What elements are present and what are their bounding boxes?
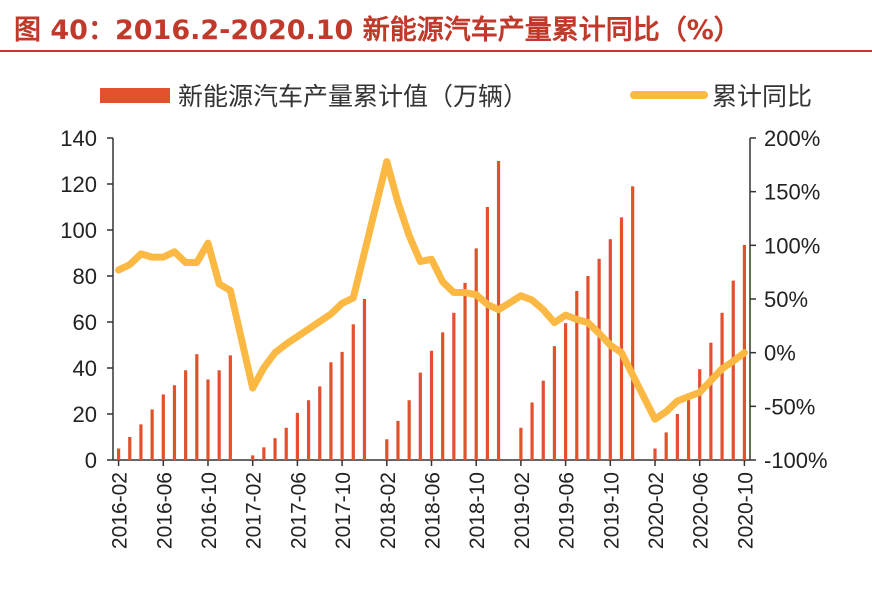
bar bbox=[385, 439, 389, 460]
x-tick-label: 2019-06 bbox=[556, 472, 579, 549]
bar bbox=[631, 186, 635, 461]
bar bbox=[664, 432, 668, 460]
right-tick-label: 200% bbox=[764, 126, 820, 151]
bar bbox=[139, 424, 143, 460]
bar bbox=[552, 346, 557, 460]
bar bbox=[318, 386, 322, 460]
x-tick-label: 2017-10 bbox=[332, 472, 355, 549]
bar bbox=[485, 207, 489, 460]
bar bbox=[698, 369, 702, 460]
bar bbox=[128, 437, 132, 460]
left-tick-label: 20 bbox=[73, 402, 97, 427]
left-tick-label: 0 bbox=[85, 448, 97, 473]
bar bbox=[597, 258, 601, 460]
bar bbox=[217, 370, 221, 460]
right-tick-label: 50% bbox=[764, 287, 808, 312]
x-tick-label: 2019-10 bbox=[600, 472, 623, 549]
bar bbox=[720, 312, 724, 460]
x-tick-label: 2016-02 bbox=[109, 472, 132, 549]
x-tick-label: 2020-02 bbox=[645, 472, 668, 549]
bar bbox=[172, 385, 177, 460]
chart-title: 图 40：2016.2-2020.10 新能源汽车产量累计同比（%） bbox=[14, 15, 741, 46]
bar bbox=[653, 448, 657, 460]
title-underline bbox=[0, 50, 872, 52]
bar bbox=[619, 217, 624, 460]
x-tick-label: 2020-10 bbox=[734, 472, 757, 549]
bar bbox=[452, 312, 456, 460]
x-tick-label: 2017-06 bbox=[287, 472, 310, 549]
legend-label-bar: 新能源汽车产量累计值（万辆） bbox=[178, 82, 528, 111]
bar bbox=[184, 370, 188, 460]
bar bbox=[150, 409, 154, 460]
line-series bbox=[115, 158, 748, 423]
left-tick-label: 60 bbox=[73, 310, 97, 335]
bar bbox=[429, 350, 434, 460]
right-tick-label: 100% bbox=[764, 233, 820, 258]
axes: 0 20 40 60 80 100 120 140 -100% -50% 0% 50% 100% 150%… bbox=[60, 126, 827, 549]
bar bbox=[586, 276, 590, 460]
bar bbox=[407, 400, 411, 460]
x-tick-label: 2020-06 bbox=[690, 472, 713, 549]
x-tick-label: 2016-06 bbox=[153, 472, 176, 549]
right-tick-label: 0% bbox=[764, 341, 796, 366]
x-tick-label: 2018-06 bbox=[422, 472, 445, 549]
x-tick-label: 2018-02 bbox=[377, 472, 400, 549]
bar bbox=[530, 402, 534, 460]
bar bbox=[441, 332, 445, 460]
bar bbox=[362, 299, 367, 460]
left-tick-label: 80 bbox=[73, 264, 97, 289]
bar bbox=[686, 393, 691, 460]
bar bbox=[463, 282, 467, 460]
bar bbox=[608, 239, 612, 460]
x-tick-label: 2019-02 bbox=[511, 472, 534, 549]
bar bbox=[575, 290, 579, 460]
bar bbox=[161, 394, 165, 460]
bar bbox=[206, 379, 210, 460]
bar bbox=[396, 420, 400, 460]
bar bbox=[251, 455, 255, 460]
right-tick-label: 150% bbox=[764, 180, 820, 205]
bar bbox=[340, 351, 344, 460]
bar bbox=[564, 323, 568, 460]
left-tick-label: 100 bbox=[60, 218, 97, 243]
bar bbox=[273, 438, 277, 460]
bar bbox=[519, 427, 523, 460]
bar bbox=[474, 248, 478, 460]
bar bbox=[228, 355, 232, 460]
bar bbox=[306, 400, 311, 460]
bar bbox=[709, 342, 713, 460]
left-tick-label: 120 bbox=[60, 172, 97, 197]
bar bbox=[295, 412, 299, 460]
x-tick-label: 2016-10 bbox=[198, 472, 221, 549]
bar bbox=[418, 372, 422, 460]
legend: 新能源汽车产量累计值（万辆） 累计同比 bbox=[100, 82, 812, 111]
bar bbox=[116, 448, 121, 460]
bar bbox=[262, 447, 266, 460]
bar bbox=[195, 354, 199, 460]
bar bbox=[329, 362, 333, 460]
bar bbox=[731, 280, 735, 460]
left-tick-label: 140 bbox=[60, 126, 97, 151]
bar bbox=[675, 414, 679, 460]
yoy-line bbox=[115, 158, 748, 423]
right-tick-label: -50% bbox=[764, 394, 815, 419]
legend-swatch-bar bbox=[100, 88, 170, 103]
x-tick-label: 2017-02 bbox=[243, 472, 266, 549]
left-tick-label: 40 bbox=[73, 356, 97, 381]
bar bbox=[351, 324, 355, 460]
right-tick-label: -100% bbox=[764, 448, 828, 473]
bar bbox=[284, 427, 288, 460]
bar bbox=[541, 380, 545, 460]
legend-label-line: 累计同比 bbox=[712, 82, 812, 111]
x-tick-label: 2018-10 bbox=[466, 472, 489, 549]
